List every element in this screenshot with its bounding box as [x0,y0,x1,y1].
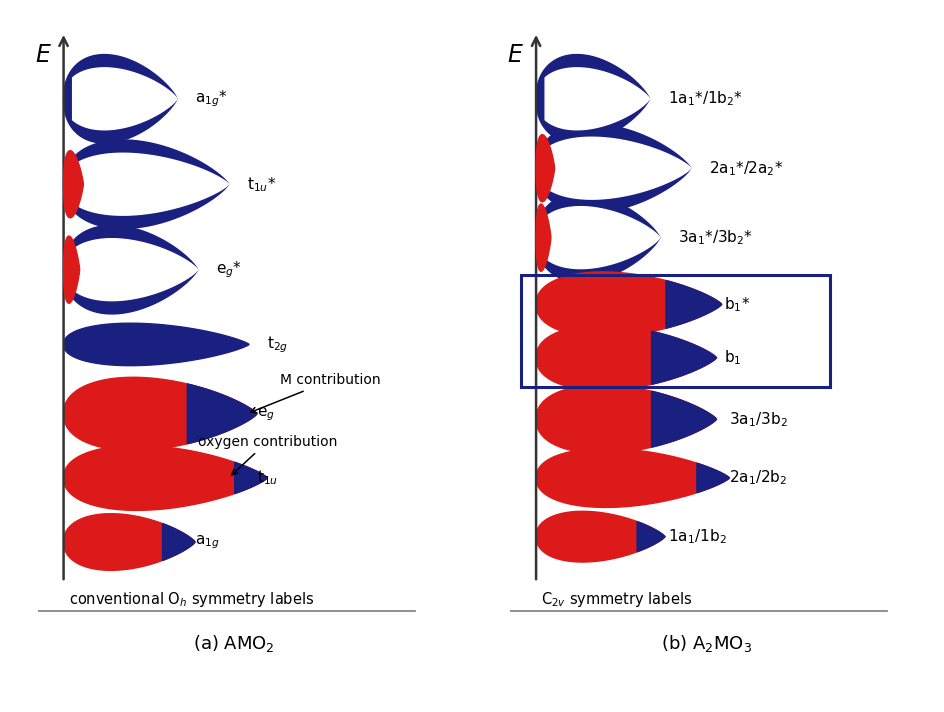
Polygon shape [63,446,267,511]
Polygon shape [535,511,665,562]
Polygon shape [636,522,665,552]
Polygon shape [63,323,249,366]
Text: 3a$_1$/3b$_2$: 3a$_1$/3b$_2$ [729,410,787,429]
Polygon shape [63,55,177,143]
Polygon shape [63,140,228,229]
Text: C$_{2v}$ symmetry labels: C$_{2v}$ symmetry labels [541,590,692,609]
Polygon shape [535,194,659,282]
Polygon shape [548,137,690,199]
Text: t$_{1u}$*: t$_{1u}$* [246,175,276,194]
Polygon shape [63,151,83,218]
Polygon shape [535,449,729,508]
Polygon shape [696,464,729,493]
Polygon shape [63,236,79,303]
Text: a$_{1g}$: a$_{1g}$ [194,533,219,551]
Polygon shape [535,204,550,271]
Polygon shape [162,523,194,560]
Text: oxygen contribution: oxygen contribution [197,435,337,475]
Polygon shape [535,385,716,454]
Polygon shape [535,55,649,143]
Polygon shape [75,239,197,300]
Text: 3a$_1$*/3b$_2$*: 3a$_1$*/3b$_2$* [677,229,752,247]
Polygon shape [63,377,257,451]
Text: b$_1$: b$_1$ [723,348,741,367]
Text: 1a$_1$/1b$_2$: 1a$_1$/1b$_2$ [666,528,726,546]
Bar [520,275,829,387]
Polygon shape [650,331,716,384]
Polygon shape [76,153,228,215]
Text: b$_1$*: b$_1$* [723,295,750,314]
Text: 1a$_1$*/1b$_2$*: 1a$_1$*/1b$_2$* [666,90,742,108]
Polygon shape [650,391,716,447]
Polygon shape [63,513,194,570]
Text: e$_g$*: e$_g$* [215,259,242,280]
Text: t$_{2g}$: t$_{2g}$ [267,334,288,355]
Text: e$_g$: e$_g$ [257,405,275,423]
Text: $E$: $E$ [35,43,51,67]
Text: t$_{1u}$: t$_{1u}$ [257,468,278,487]
Text: $E$: $E$ [507,43,523,67]
Polygon shape [535,325,716,390]
Polygon shape [63,226,197,314]
Polygon shape [234,462,267,493]
Polygon shape [535,272,721,337]
Polygon shape [73,68,177,130]
Polygon shape [187,384,257,444]
Text: (a) AMO$_2$: (a) AMO$_2$ [193,633,275,654]
Text: (b) A$_2$MO$_3$: (b) A$_2$MO$_3$ [660,633,750,654]
Polygon shape [535,135,554,201]
Polygon shape [545,68,649,130]
Polygon shape [535,124,690,212]
Text: conventional O$_h$ symmetry labels: conventional O$_h$ symmetry labels [69,590,313,609]
Polygon shape [546,206,659,268]
Text: M contribution: M contribution [250,374,380,413]
Text: a$_{1g}$*: a$_{1g}$* [194,88,228,109]
Text: 2a$_1$*/2a$_2$*: 2a$_1$*/2a$_2$* [708,159,783,177]
Polygon shape [666,281,721,328]
Text: 2a$_1$/2b$_2$: 2a$_1$/2b$_2$ [729,468,787,487]
